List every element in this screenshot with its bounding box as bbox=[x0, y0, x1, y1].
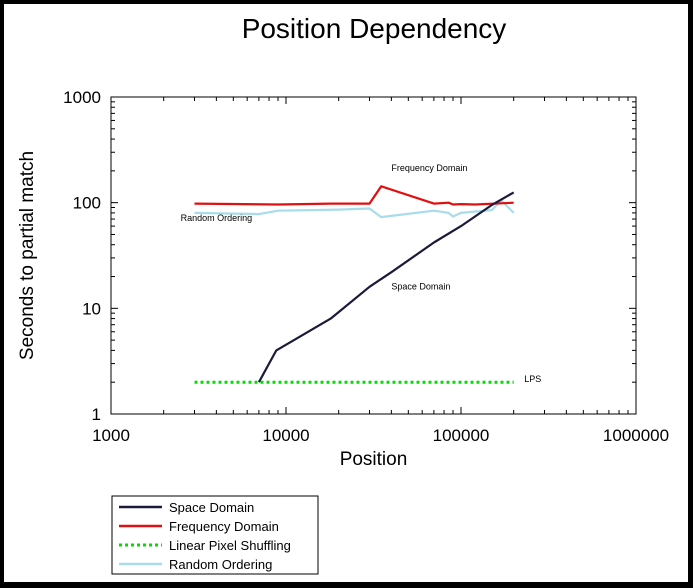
legend-label: Space Domain bbox=[169, 500, 254, 515]
x-tick-label: 10000 bbox=[262, 426, 309, 445]
legend: Space Domain Frequency Domain Linear Pixel… bbox=[111, 495, 319, 575]
annotation-label: LPS bbox=[524, 374, 541, 384]
axis-ticks: 1000 10000 100000 1000000 1 10 100 1000 bbox=[63, 88, 669, 445]
x-axis-title: Position bbox=[340, 449, 408, 470]
series-layer bbox=[194, 185, 515, 384]
plot-area bbox=[110, 96, 637, 415]
annotation-label: Frequency Domain bbox=[391, 163, 467, 173]
y-tick-label: 1000 bbox=[63, 88, 101, 107]
x-tick-label: 1000000 bbox=[603, 426, 669, 445]
legend-label: Linear Pixel Shuffling bbox=[169, 538, 291, 553]
position-dependency-chart: Position Dependency 1000 10000 100000 10000… bbox=[17, 13, 669, 575]
annotation-layer: Frequency Domain Random Ordering Space Dom… bbox=[181, 163, 542, 384]
annotation-label: Random Ordering bbox=[181, 213, 253, 223]
y-axis-title: Seconds to partial match bbox=[17, 151, 38, 360]
series-line-space-domain bbox=[257, 191, 515, 383]
legend-box bbox=[111, 495, 319, 575]
legend-label: Random Ordering bbox=[169, 557, 272, 572]
chart-frame: Position Dependency 1000 10000 100000 10000… bbox=[4, 4, 688, 582]
series-line-random-ordering bbox=[194, 199, 515, 219]
x-tick-label: 1000 bbox=[92, 426, 130, 445]
y-tick-label: 1 bbox=[92, 405, 101, 424]
y-tick-label: 10 bbox=[82, 299, 101, 318]
x-tick-label: 100000 bbox=[433, 426, 490, 445]
legend-label: Frequency Domain bbox=[169, 519, 279, 534]
series-line-frequency-domain bbox=[194, 185, 514, 206]
y-tick-label: 100 bbox=[73, 194, 101, 213]
chart-title: Position Dependency bbox=[242, 13, 507, 44]
annotation-label: Space Domain bbox=[391, 282, 450, 292]
